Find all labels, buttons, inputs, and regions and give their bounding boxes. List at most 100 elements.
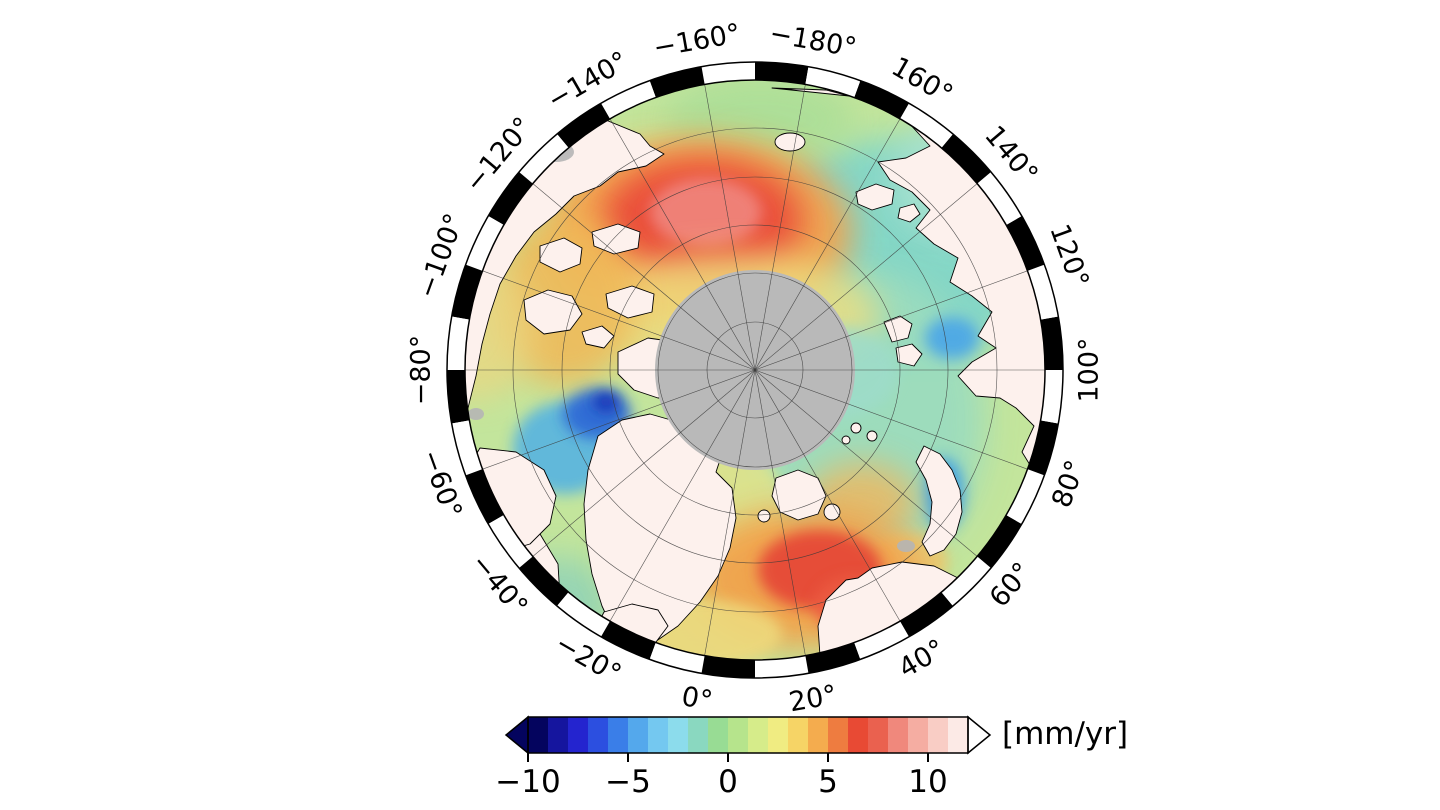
ring-segment [488,514,533,568]
parallel-circle [609,224,901,516]
ring-segment [601,80,656,119]
ring-segment [941,556,991,606]
colorbar-unit-label: [mm/yr] [1002,716,1129,752]
lon-label--80: −80° [405,334,437,406]
colorbar-cell [788,717,809,753]
ring-segment [488,172,533,226]
land-new-siberian-a [855,183,895,211]
map-frame-ring [446,61,1064,679]
parallel-circle [561,176,949,564]
land-severnaya-north [883,315,913,343]
colorbar-cell [768,717,789,753]
ring-segment [977,514,1022,568]
ring-segment [1027,420,1059,476]
land-melville-island [591,223,641,255]
land-new-siberian-islands [855,183,921,223]
colorbar-cell [628,717,649,753]
land-victoria-island [523,289,583,335]
colorbar-tick-label: 5 [818,764,838,800]
ring-segment [649,66,705,98]
land-svalbard [757,469,841,523]
ring-segment [519,556,569,606]
franz-josef-c [841,435,851,445]
ring-segment [447,369,470,424]
no-data-patch-west [468,408,484,420]
land-svalbard-main [771,469,827,521]
colorbar-cell [748,717,769,753]
colorbar-cell [708,717,729,753]
colorbar-cell [648,717,669,753]
colorbar-cell [828,717,849,753]
ring-segment [451,420,483,476]
colorbar-cell [908,717,929,753]
ring-segment [754,655,809,678]
colorbar-cell [588,717,609,753]
ring-segment [557,592,611,637]
colorbar-cell [868,717,889,753]
colorbar-cell [888,717,909,753]
lon-label-100: 100° [1073,337,1105,403]
land-banks-island [539,237,583,273]
lon-label-20: 20° [786,679,840,719]
ring-segment [701,62,756,85]
lon-label-0: 0° [679,680,715,717]
land-svalbard-south [757,509,771,523]
ring-segment [451,264,483,320]
ring-segment [941,134,991,184]
ring-segment [465,469,504,524]
ring-segment [754,62,809,85]
colorbar-left-arrow [504,715,529,755]
ring-segment [977,172,1022,226]
colorbar-cell [948,717,969,753]
land-severnaya-south [895,343,923,367]
land-franz-josef [841,422,878,445]
franz-josef-b [866,430,878,442]
parallel-circle [657,272,853,468]
ring-segment [649,642,705,674]
colorbar-cell [848,717,869,753]
land-somerset-island [581,325,615,349]
colorbar [504,715,992,762]
land-svalbard-east [823,503,841,521]
ring-segment [1040,316,1063,371]
land-severnaya-zemlya [883,315,923,367]
ring-segment [601,621,656,660]
ring-segment [1006,469,1045,524]
colorbar-tick-label: 10 [908,764,948,800]
colorbar-tick-label: −5 [605,764,651,800]
graticule [465,84,1045,656]
ring-segment [854,80,909,119]
ring-inner-border [464,79,1046,661]
trend-blob [650,178,762,246]
colorbar-right-arrow [967,715,992,755]
land-new-siberian-b [897,203,921,223]
colorbar-cell [808,717,829,753]
parallel-circle [512,127,998,613]
franz-josef-a [850,422,862,434]
ring-segment [557,103,611,148]
ring-segment [701,655,756,678]
ring-segment [447,316,470,371]
ring-segment [805,66,861,98]
colorbar-cell [528,717,549,753]
land-wrangel-island [774,132,806,152]
land-arctic-archipelago [523,223,655,349]
ring-segment [1040,369,1063,424]
ring-segment [519,134,569,184]
colorbar-cell [688,717,709,753]
ring-segment [1027,264,1059,320]
parallel-circle [706,321,804,419]
trend-blob [925,317,979,359]
ring-outer-border [446,61,1064,679]
ring-segment [899,103,953,148]
colorbar-cell [568,717,589,753]
ring-segment [899,592,953,637]
colorbar-cell [548,717,569,753]
colorbar-cell [928,717,949,753]
colorbar-cell [608,717,629,753]
land-novaya-zemlya [915,445,963,557]
ring-segment [1006,216,1045,271]
ring-segment [465,216,504,271]
